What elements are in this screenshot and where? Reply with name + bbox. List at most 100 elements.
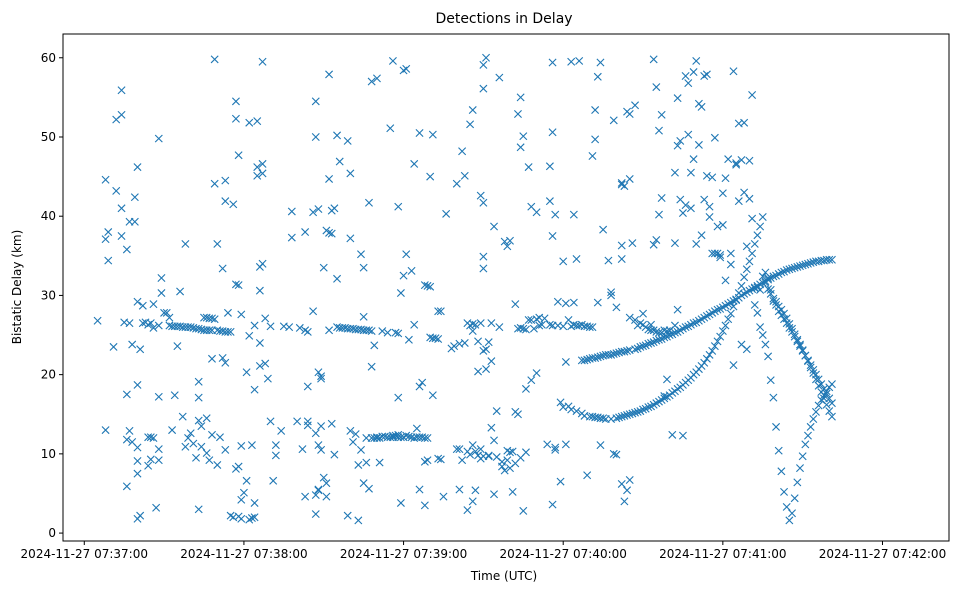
data-point	[394, 393, 403, 402]
data-point	[396, 498, 405, 507]
data-point	[561, 440, 570, 449]
data-point	[721, 174, 730, 183]
data-point	[756, 285, 765, 294]
data-point	[130, 217, 139, 226]
data-point	[532, 369, 541, 378]
data-point	[325, 174, 334, 183]
data-point	[724, 155, 733, 164]
data-point	[822, 389, 831, 398]
data-point	[242, 368, 251, 377]
data-point	[261, 314, 270, 323]
data-point	[194, 324, 203, 333]
data-point	[506, 236, 514, 245]
data-point	[170, 391, 179, 400]
data-point	[697, 231, 706, 240]
data-point	[330, 450, 339, 459]
data-point	[527, 376, 536, 385]
data-point	[596, 58, 605, 67]
data-point	[146, 319, 155, 328]
data-point	[149, 300, 158, 309]
data-point	[346, 426, 355, 435]
data-point	[686, 168, 695, 177]
data-point	[652, 83, 661, 92]
x-axis-label: Time (UTC)	[470, 569, 537, 583]
data-point	[793, 335, 802, 344]
data-point	[769, 272, 778, 281]
data-point	[796, 340, 804, 349]
data-point	[519, 324, 528, 333]
data-point	[122, 435, 131, 444]
data-point	[790, 263, 799, 272]
data-point	[801, 351, 810, 360]
data-point	[154, 456, 163, 465]
data-point	[612, 450, 621, 459]
y-axis-label: Bistatic Delay (km)	[10, 230, 24, 345]
data-point	[633, 407, 642, 416]
data-point	[154, 134, 163, 143]
data-point	[239, 488, 248, 497]
data-point	[639, 342, 648, 351]
data-point	[426, 282, 435, 291]
data-point	[117, 110, 126, 119]
data-point	[484, 452, 493, 461]
data-point	[231, 280, 240, 289]
data-point	[242, 476, 251, 485]
data-point	[112, 186, 121, 195]
data-point	[559, 322, 568, 331]
data-point	[585, 323, 594, 332]
data-point	[372, 74, 381, 83]
data-point	[827, 255, 836, 264]
data-point	[548, 232, 557, 240]
data-point	[647, 338, 655, 347]
data-point	[330, 204, 339, 213]
data-point	[351, 430, 360, 439]
data-point	[215, 433, 224, 442]
data-point	[420, 434, 429, 443]
data-point	[133, 457, 142, 465]
data-point	[208, 430, 216, 439]
data-point	[513, 410, 522, 419]
data-point	[710, 133, 719, 142]
data-point	[476, 445, 485, 454]
data-point	[487, 319, 496, 328]
data-point	[766, 376, 775, 385]
data-point	[474, 337, 483, 346]
data-point	[604, 256, 613, 265]
data-point	[609, 449, 618, 458]
data-point	[484, 338, 493, 347]
data-point	[673, 94, 682, 103]
data-point	[814, 375, 823, 384]
data-point	[399, 271, 408, 280]
data-point	[822, 400, 831, 409]
data-point	[617, 254, 626, 263]
data-point	[551, 210, 560, 219]
data-point	[258, 159, 267, 168]
data-point	[657, 193, 666, 202]
data-point	[769, 393, 778, 402]
data-point	[149, 323, 158, 332]
data-point	[192, 453, 201, 462]
data-point	[708, 346, 717, 355]
data-point	[718, 220, 727, 229]
data-point	[463, 506, 472, 515]
data-point	[375, 458, 384, 467]
data-point	[484, 451, 493, 460]
data-point	[628, 239, 637, 248]
data-point	[548, 128, 557, 137]
plot-frame	[62, 33, 950, 542]
data-point	[479, 84, 488, 93]
data-point	[460, 338, 469, 347]
data-point	[101, 235, 110, 244]
data-point	[479, 252, 488, 261]
data-point	[705, 202, 714, 211]
data-point	[599, 225, 608, 234]
data-point	[231, 97, 240, 106]
data-point	[532, 208, 541, 217]
data-point	[168, 426, 177, 435]
x-tick-label: 2024-11-27 07:41:00	[659, 547, 786, 561]
data-point	[287, 207, 296, 216]
data-point	[553, 297, 562, 306]
data-point	[181, 442, 190, 451]
data-point	[386, 124, 395, 133]
